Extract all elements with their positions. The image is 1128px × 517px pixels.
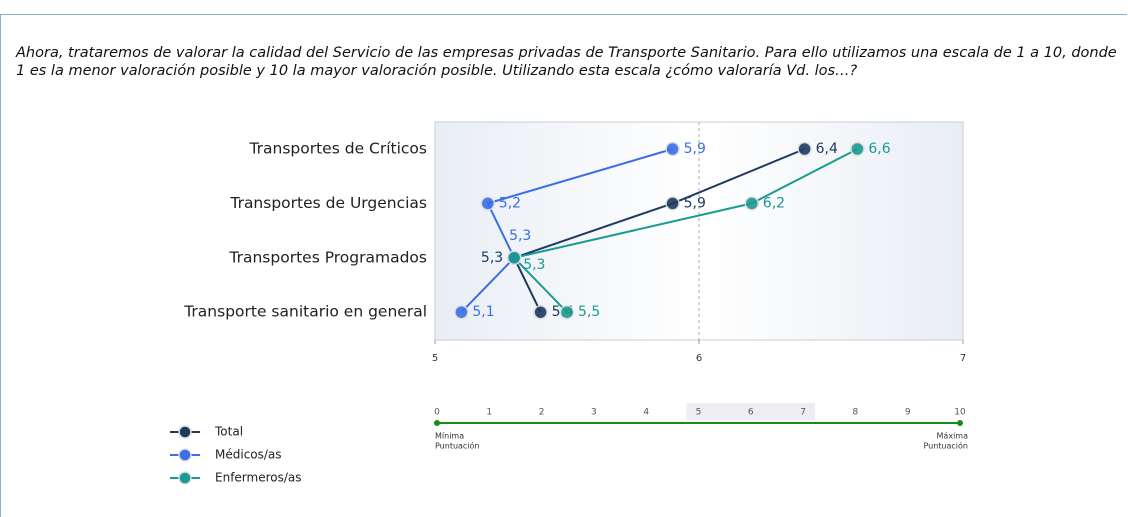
- marker: [850, 141, 865, 157]
- scale-tick-label: 0: [434, 408, 440, 418]
- legend-label: Total: [214, 425, 243, 439]
- y-tick-label: Transportes Programados: [228, 248, 427, 266]
- scale-max-label: Puntuación: [923, 441, 968, 451]
- scale-end: [434, 420, 440, 426]
- scale-tick-label: 5: [696, 408, 702, 418]
- data-label: 5,9: [684, 141, 706, 157]
- scale-highlight: [686, 403, 816, 420]
- scale-tick-label: 10: [954, 408, 966, 418]
- scale-min-label: Puntuación: [435, 441, 480, 451]
- legend-label: Enfermeros/as: [215, 471, 302, 485]
- marker: [480, 196, 496, 211]
- series-line: [460, 148, 673, 313]
- data-label: 5,5: [578, 304, 600, 320]
- y-tick-label: Transportes de Críticos: [248, 140, 427, 158]
- data-label: 5,3: [509, 228, 531, 244]
- scale-tick-label: 9: [905, 408, 911, 418]
- y-tick-label: Transportes de Urgencias: [229, 194, 427, 212]
- legend-marker: [178, 425, 192, 439]
- scale-tick-label: 8: [853, 408, 859, 418]
- data-label: 5,1: [472, 304, 494, 320]
- marker: [665, 196, 680, 211]
- frame: [0, 14, 1127, 517]
- marker: [559, 304, 575, 320]
- scale-tick-label: 1: [486, 408, 492, 418]
- marker: [744, 196, 760, 211]
- scale-tick-label: 7: [800, 408, 806, 418]
- scale-end: [957, 420, 963, 426]
- data-label: 5,9: [684, 195, 706, 211]
- marker: [454, 304, 469, 320]
- scale-tick-label: 3: [591, 408, 597, 418]
- legend-marker: [178, 448, 192, 462]
- marker: [665, 141, 680, 157]
- data-label: 6,6: [868, 141, 890, 157]
- series-line: [512, 148, 858, 313]
- series-line: [512, 148, 805, 313]
- x-tick-label: 7: [960, 353, 966, 364]
- scale-tick-label: 2: [539, 408, 545, 418]
- x-tick-label: 6: [696, 353, 702, 364]
- marker: [533, 304, 548, 320]
- scale-tick-label: 4: [643, 408, 649, 418]
- data-label: 5,3: [523, 257, 545, 273]
- scale-max-label: Máxima: [937, 432, 969, 441]
- legend-marker: [178, 471, 192, 485]
- data-label: 5,3: [481, 250, 503, 266]
- data-label: 6,4: [816, 141, 838, 157]
- x-tick-label: 5: [432, 353, 438, 364]
- y-tick-label: Transporte sanitario en general: [183, 303, 427, 321]
- scale-min-label: Mínima: [435, 432, 464, 441]
- marker: [506, 250, 522, 266]
- scale-tick-label: 6: [748, 408, 754, 418]
- marker: [797, 141, 812, 157]
- data-label: 6,2: [763, 195, 785, 211]
- data-label: 5,2: [499, 195, 521, 211]
- chart-title: Ahora, trataremos de valorar la calidad …: [16, 45, 1117, 79]
- legend-label: Médicos/as: [215, 448, 282, 462]
